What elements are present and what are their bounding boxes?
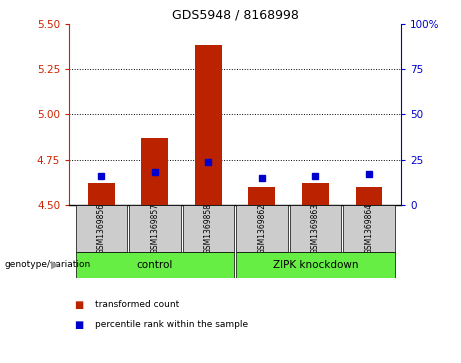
- Text: transformed count: transformed count: [95, 301, 179, 309]
- Bar: [76, 205, 127, 252]
- Bar: [76, 252, 234, 278]
- Bar: [129, 205, 181, 252]
- Bar: [343, 205, 395, 252]
- Bar: [302, 183, 329, 205]
- Bar: [195, 45, 222, 205]
- Title: GDS5948 / 8168998: GDS5948 / 8168998: [171, 8, 299, 21]
- Bar: [183, 205, 234, 252]
- Bar: [290, 205, 341, 252]
- Text: GSM1369856: GSM1369856: [97, 203, 106, 254]
- Bar: [236, 252, 395, 278]
- Bar: [355, 187, 382, 205]
- Text: genotype/variation: genotype/variation: [5, 261, 91, 269]
- Text: percentile rank within the sample: percentile rank within the sample: [95, 321, 248, 329]
- Text: GSM1369858: GSM1369858: [204, 203, 213, 254]
- Text: ZIPK knockdown: ZIPK knockdown: [272, 260, 358, 270]
- Text: GSM1369863: GSM1369863: [311, 203, 320, 254]
- Bar: [248, 187, 275, 205]
- Text: ▶: ▶: [51, 260, 59, 270]
- Text: ■: ■: [74, 300, 83, 310]
- Bar: [88, 183, 115, 205]
- Text: ■: ■: [74, 320, 83, 330]
- Text: GSM1369857: GSM1369857: [150, 203, 160, 254]
- Text: control: control: [136, 260, 173, 270]
- Bar: [236, 205, 288, 252]
- Text: GSM1369864: GSM1369864: [365, 203, 373, 254]
- Bar: [142, 138, 168, 205]
- Text: GSM1369862: GSM1369862: [257, 203, 266, 254]
